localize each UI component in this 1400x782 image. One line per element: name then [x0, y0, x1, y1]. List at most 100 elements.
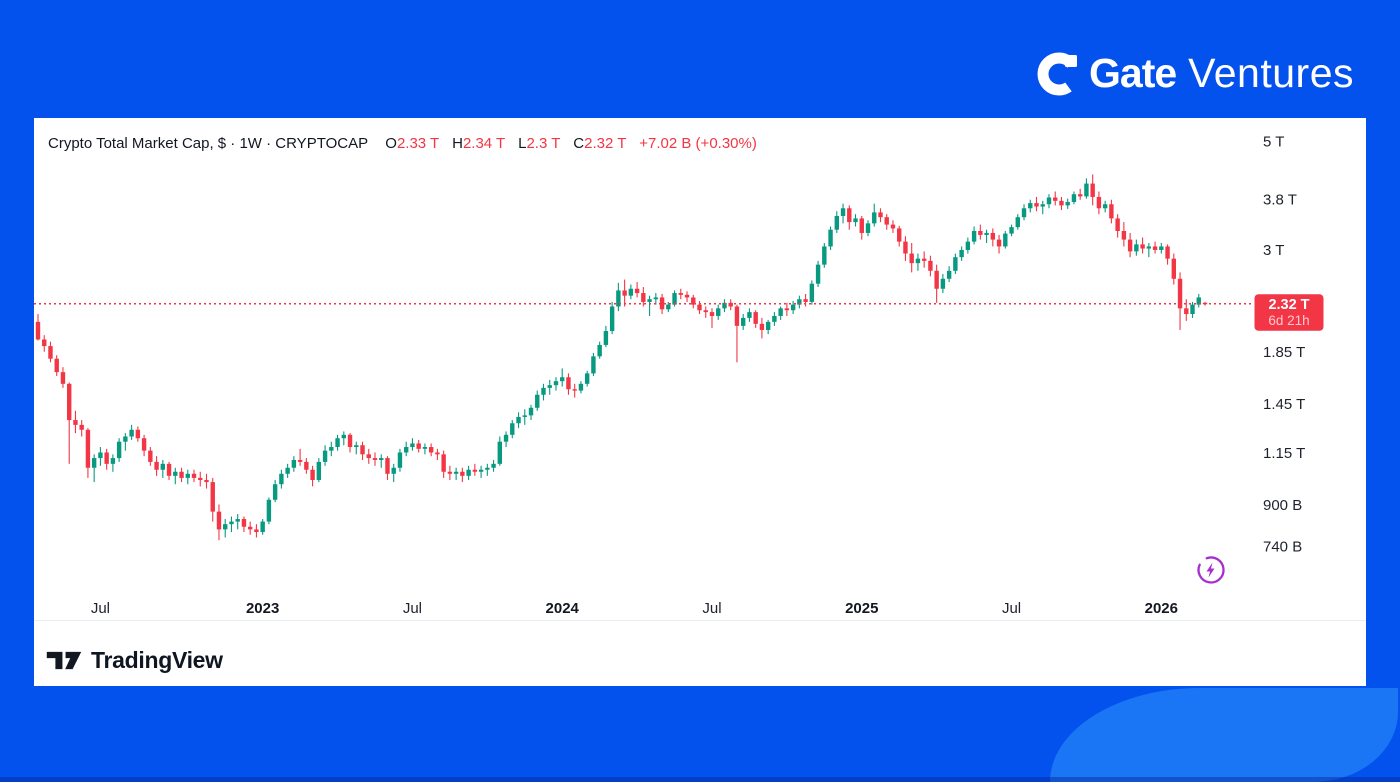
candle — [678, 293, 683, 295]
candle — [160, 463, 166, 470]
candle — [1059, 200, 1064, 206]
candle — [397, 452, 403, 468]
chart-panel: 5 T 3.8 T 3 T 1.85 T 1.45 T 1.15 T 900 B 740 B 2… — [34, 118, 1366, 686]
badge-price: 2.32 T — [1268, 297, 1309, 313]
time-axis[interactable]: Jul 2023 Jul 2024 Jul 2025 Jul 2026 — [91, 600, 1178, 617]
y-axis-tick-label: 1.85 T — [1263, 344, 1305, 361]
bottom-edge-strip — [0, 777, 1400, 782]
candle — [79, 424, 84, 430]
candle — [503, 434, 509, 442]
candle — [385, 458, 390, 474]
candle — [1171, 258, 1176, 279]
candle — [485, 467, 490, 470]
y-axis-tick-label: 3 T — [1263, 242, 1284, 259]
x-axis-tick-label: 2026 — [1145, 600, 1178, 617]
candle — [659, 297, 665, 310]
candle — [235, 519, 240, 522]
y-axis-tick-label: 900 B — [1263, 497, 1302, 514]
candle — [428, 447, 434, 453]
candle — [940, 278, 946, 289]
candle — [828, 229, 833, 247]
candle — [347, 434, 353, 448]
brand-suffix: Ventures — [1188, 50, 1354, 96]
candle — [691, 297, 696, 305]
candle — [753, 312, 758, 324]
candlestick-chart[interactable]: 5 T 3.8 T 3 T 1.85 T 1.45 T 1.15 T 900 B 740 B 2… — [34, 118, 1366, 686]
candle — [1109, 204, 1114, 219]
candle — [223, 524, 228, 530]
candle — [946, 270, 952, 279]
candle — [847, 208, 852, 223]
candle — [447, 471, 453, 474]
candle — [104, 452, 109, 464]
candle — [441, 454, 446, 472]
candle — [379, 458, 384, 460]
gate-ventures-logo: Gate Ventures — [1036, 50, 1354, 97]
candle — [1015, 217, 1020, 228]
low-label: L — [518, 135, 527, 152]
candle — [491, 463, 496, 468]
candle — [123, 436, 128, 442]
candle — [572, 389, 577, 391]
candle — [42, 339, 47, 347]
y-axis-tick-label: 5 T — [1263, 134, 1284, 151]
x-axis-tick-label: Jul — [1002, 600, 1021, 617]
candle — [1184, 308, 1189, 315]
candle — [341, 434, 346, 439]
candle — [778, 308, 783, 316]
candle — [285, 467, 290, 474]
candle — [229, 521, 234, 525]
candle — [1090, 183, 1095, 197]
candle — [366, 454, 371, 459]
candle — [603, 330, 609, 345]
candle — [984, 232, 989, 235]
candle — [1134, 244, 1139, 252]
candle — [772, 315, 777, 322]
candle — [1152, 246, 1158, 250]
candle — [622, 290, 627, 296]
y-axis-tick-label: 1.45 T — [1263, 396, 1305, 413]
candle — [566, 377, 571, 390]
chart-title: Crypto Total Market Cap, $ · 1W · CRYPTO… — [48, 135, 369, 152]
candle — [653, 297, 659, 300]
tradingview-logo[interactable]: TradingView — [46, 647, 223, 674]
candle — [684, 294, 690, 298]
candle — [204, 479, 209, 483]
candle — [216, 511, 222, 530]
lightning-icon[interactable] — [1197, 556, 1225, 584]
candle — [372, 458, 378, 460]
candle — [166, 463, 172, 476]
candle — [272, 484, 278, 500]
candle — [410, 443, 415, 448]
candle — [297, 459, 303, 462]
candle — [897, 228, 902, 242]
candle — [335, 438, 340, 448]
candle — [784, 308, 790, 311]
candle — [709, 312, 715, 316]
candle — [291, 459, 297, 468]
price-axis[interactable]: 5 T 3.8 T 3 T 1.85 T 1.45 T 1.15 T 900 B 740 B — [1263, 134, 1305, 556]
candle — [884, 217, 889, 225]
candle — [865, 223, 871, 233]
y-axis-tick-label: 740 B — [1263, 538, 1302, 555]
candle — [609, 306, 615, 331]
candle — [747, 312, 752, 318]
candle — [179, 471, 184, 478]
x-axis-tick-label: 2023 — [246, 600, 279, 617]
candle — [472, 469, 478, 472]
candle — [310, 469, 315, 480]
candle — [553, 381, 559, 386]
tradingview-icon — [46, 651, 82, 670]
candle — [890, 224, 896, 229]
candle — [191, 473, 197, 478]
candle — [354, 445, 359, 448]
candle — [185, 473, 190, 478]
candle — [48, 346, 53, 359]
candle — [921, 258, 927, 261]
candle — [1140, 244, 1145, 249]
candle — [148, 450, 153, 462]
candle — [453, 471, 459, 474]
candle — [728, 302, 733, 307]
candle — [422, 447, 428, 449]
tradingview-wordmark: TradingView — [91, 647, 223, 673]
